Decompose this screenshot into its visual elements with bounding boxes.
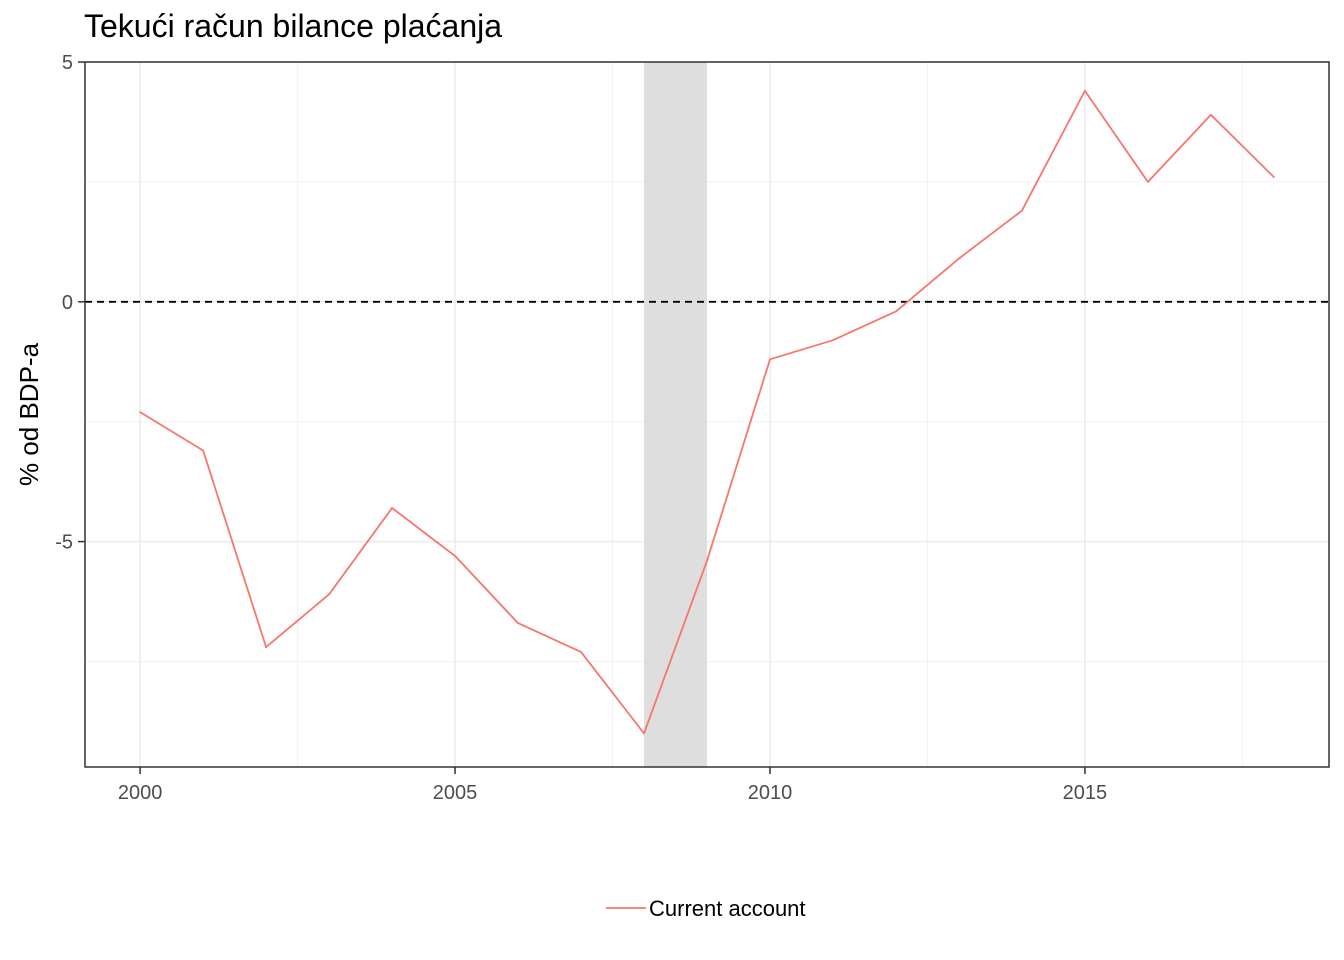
data-point bbox=[391, 507, 393, 509]
y-tick-label: -5 bbox=[55, 532, 73, 554]
data-point bbox=[328, 593, 330, 596]
x-tick-label: 2010 bbox=[748, 782, 793, 804]
x-tick-label: 2015 bbox=[1063, 782, 1108, 804]
data-point bbox=[580, 650, 582, 653]
data-point bbox=[139, 411, 142, 414]
data-point bbox=[895, 310, 897, 313]
data-point bbox=[958, 257, 960, 260]
data-point bbox=[1272, 176, 1275, 179]
y-tick-label: 5 bbox=[62, 52, 73, 74]
shaded-region bbox=[644, 62, 707, 767]
data-point bbox=[202, 449, 205, 452]
x-tick-label: 2000 bbox=[118, 782, 163, 804]
y-axis-label: % od BDP-a bbox=[14, 342, 44, 486]
data-point bbox=[454, 555, 456, 557]
data-point bbox=[1021, 209, 1023, 212]
data-point bbox=[769, 358, 771, 361]
axes: 2000 2005 2010 2015 -5 0 5 bbox=[55, 52, 1107, 804]
data-point bbox=[1147, 180, 1149, 183]
data-point bbox=[832, 339, 834, 342]
data-point bbox=[643, 732, 645, 735]
legend-label-current-account: Current account bbox=[649, 896, 806, 921]
data-point bbox=[1209, 113, 1212, 116]
legend: Current account bbox=[606, 896, 806, 921]
data-point bbox=[265, 646, 267, 649]
y-tick-label: 0 bbox=[62, 292, 73, 314]
x-tick-label: 2005 bbox=[433, 782, 478, 804]
series-layer bbox=[139, 89, 1275, 735]
plot-panel-border bbox=[84, 61, 1330, 768]
data-point bbox=[517, 622, 519, 625]
chart-title: Tekući račun bilance plaćanja bbox=[84, 8, 503, 44]
data-point bbox=[1084, 89, 1086, 92]
data-point bbox=[706, 559, 708, 562]
